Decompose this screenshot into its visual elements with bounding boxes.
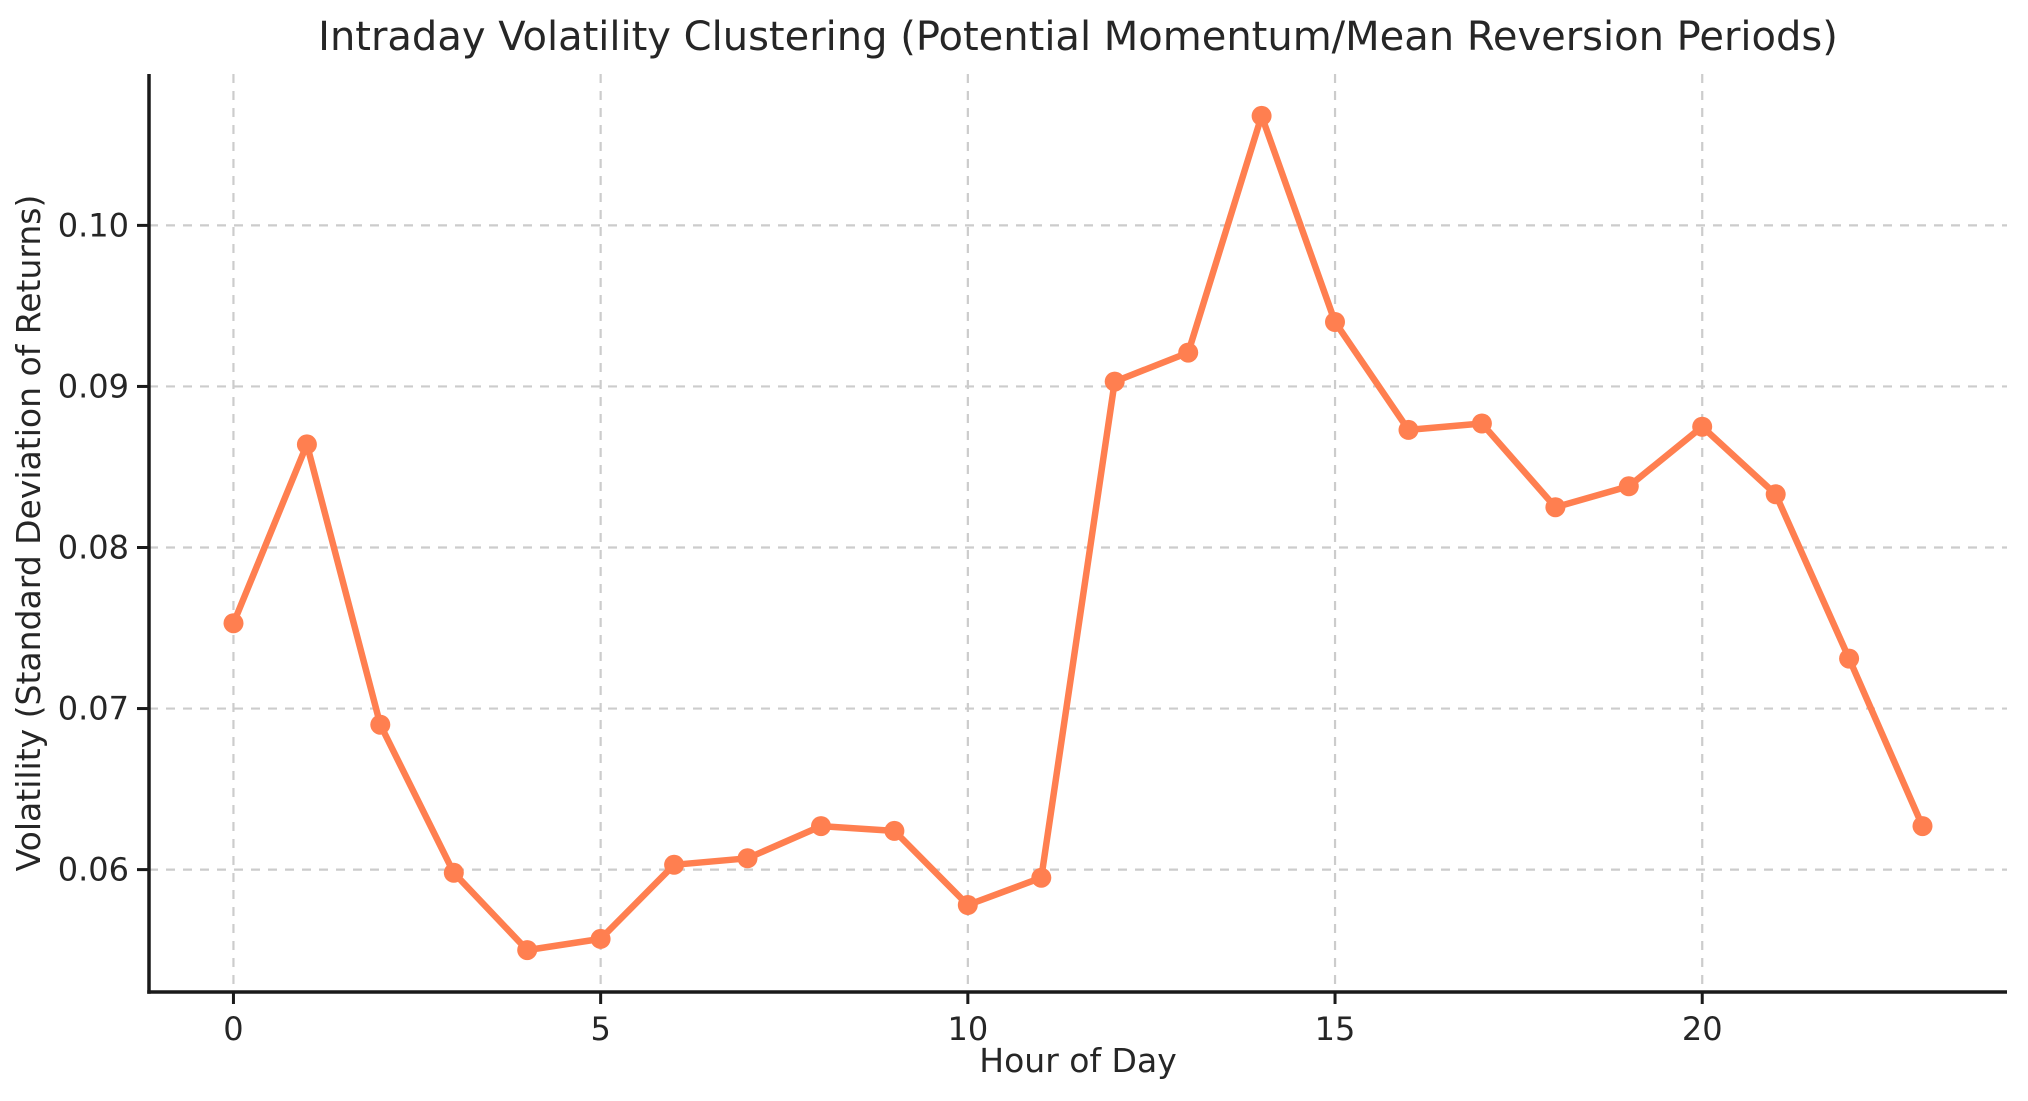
chart-title: Intraday Volatility Clustering (Potentia… (318, 14, 1838, 60)
axes-layer: 0.06 0.07 0.08 0.09 0.10 0 5 10 15 20 (58, 74, 2007, 1048)
x-tick-label: 20 (1682, 1010, 1723, 1048)
y-tick-label: 0.08 (58, 528, 129, 566)
data-point-hour-16 (1398, 419, 1419, 440)
data-point-hour-22 (1839, 648, 1860, 669)
data-point-hour-11 (1031, 867, 1052, 888)
data-point-hour-12 (1104, 371, 1125, 392)
data-point-hour-15 (1325, 312, 1345, 332)
x-tick-label: 10 (947, 1010, 988, 1048)
data-point-hour-1 (296, 434, 317, 455)
y-tick-label: 0.09 (58, 367, 129, 405)
data-point-hour-23 (1912, 816, 1933, 837)
data-point-hour-17 (1471, 413, 1492, 434)
y-tick-label: 0.07 (58, 690, 129, 728)
data-point-hour-9 (884, 820, 905, 841)
data-point-hour-18 (1545, 497, 1566, 518)
data-point-hour-14 (1251, 105, 1272, 126)
data-point-hour-10 (957, 895, 978, 915)
y-tick-label: 0.10 (58, 206, 129, 244)
data-point-hour-19 (1618, 476, 1639, 497)
x-tick-label: 5 (590, 1010, 610, 1048)
volatility-line (230, 112, 1926, 954)
gridlines-layer (149, 74, 2007, 992)
data-point-hour-13 (1178, 342, 1199, 363)
data-series-layer (223, 105, 1933, 961)
data-point-hour-5 (590, 928, 611, 949)
y-axis-label: Volatility (Standard Deviation of Return… (9, 195, 48, 872)
data-point-hour-21 (1765, 484, 1786, 505)
data-point-hour-7 (737, 848, 758, 869)
data-point-hour-3 (443, 862, 464, 883)
x-tick-label: 15 (1315, 1010, 1356, 1048)
x-axis-label: Hour of Day (979, 1041, 1176, 1080)
y-tick-label: 0.06 (58, 851, 129, 889)
data-point-hour-20 (1692, 416, 1713, 437)
data-point-hour-8 (811, 816, 831, 837)
data-point-hour-6 (664, 854, 685, 875)
data-point-hour-0 (223, 613, 244, 634)
data-point-hour-2 (370, 714, 391, 735)
data-point-hour-4 (517, 940, 538, 961)
x-tick-label: 0 (223, 1010, 243, 1048)
